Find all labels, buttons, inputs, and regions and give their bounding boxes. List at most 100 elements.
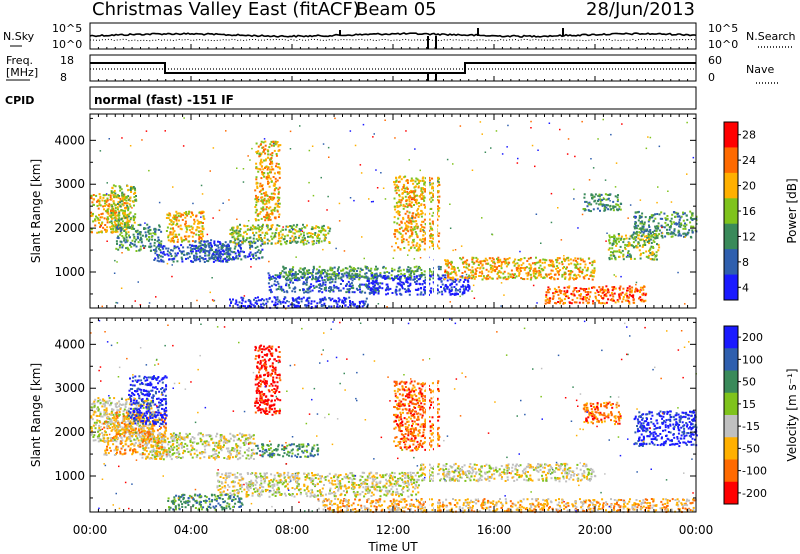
power-cell [472,274,475,277]
power-cell [587,293,590,296]
power-cell [239,228,242,230]
power-cell [579,263,582,266]
power-cell [579,294,582,297]
power-cell [364,291,367,294]
power-cell [593,267,596,270]
power-cell [642,228,645,231]
power-cell [410,226,413,229]
power-cell [116,227,119,230]
power-cell [346,267,349,270]
power-cell [265,208,268,211]
power-cell [289,225,292,227]
power-cell [138,232,141,235]
power-cell [638,244,641,247]
power-cell [632,241,635,244]
power-cell [505,278,508,281]
power-cell [598,193,601,196]
power-cell [603,302,606,305]
power-cell [375,274,378,277]
power-cell [139,245,142,248]
power-cell [490,147,492,149]
power-cell [610,133,612,136]
power-cell [278,225,281,227]
power-cell [204,243,206,246]
power-cell [398,289,401,292]
power-cell [574,264,577,267]
power-cell [357,275,360,278]
power-cell [687,231,690,234]
power-cell [643,240,646,242]
power-cell [356,289,359,291]
power-cell [217,253,220,256]
power-cell [634,215,636,218]
power-cell [306,269,308,272]
power-cell [603,290,606,293]
power-cell [327,273,330,276]
power-cell [367,280,370,283]
power-cell [620,275,622,278]
power-cell [415,199,418,202]
power-cell [200,233,202,236]
power-cell [262,150,265,153]
power-cell [549,260,552,263]
power-cell [585,293,588,296]
power-cell [676,222,679,225]
power-cell [567,263,570,266]
power-cell [192,247,195,250]
power-cell [94,224,97,227]
power-cell [389,287,392,290]
power-cell [318,234,321,236]
power-cell [169,213,171,215]
power-cell [315,268,318,271]
power-cell [510,275,513,278]
power-cell [349,302,352,305]
power-cell [255,182,258,185]
power-cell [138,249,141,252]
power-cell [144,222,146,224]
power-cell [642,225,645,228]
power-cell [111,207,114,210]
power-cell [643,285,646,288]
power-cell [332,272,335,275]
power-cell [232,256,234,259]
power-cell [249,226,252,229]
power-cell [186,228,189,231]
power-cell [451,279,454,282]
power-cell [338,289,340,292]
power-cell [407,270,410,273]
power-cell [498,269,501,272]
power-cell [398,211,401,214]
power-cell [262,299,265,302]
power-cell [409,194,411,197]
power-cell [424,286,427,289]
power-cell [659,217,662,220]
power-cell [106,218,108,221]
power-cell [275,277,278,280]
power-cell [429,183,432,186]
power-cell [356,274,359,277]
power-cell [270,224,273,227]
power-cell [119,197,122,200]
power-cell [276,204,279,207]
power-cell [287,275,290,278]
power-cell [252,304,255,307]
power-cell [683,212,686,215]
power-cell [464,260,467,263]
power-cell [179,227,182,230]
power-cell [423,182,426,185]
power-cell [401,196,404,199]
power-cell [212,257,215,260]
power-cell [327,289,330,292]
power-cell [534,277,537,280]
power-cell [172,237,174,240]
power-cell [361,305,364,308]
power-cell [266,232,269,235]
power-cell [106,216,109,219]
power-cell [578,269,581,272]
power-cell [294,228,297,231]
power-cell [490,277,493,280]
power-cell [627,217,629,219]
power-cell [275,288,278,291]
power-cell [301,240,304,243]
power-cell [431,242,434,245]
